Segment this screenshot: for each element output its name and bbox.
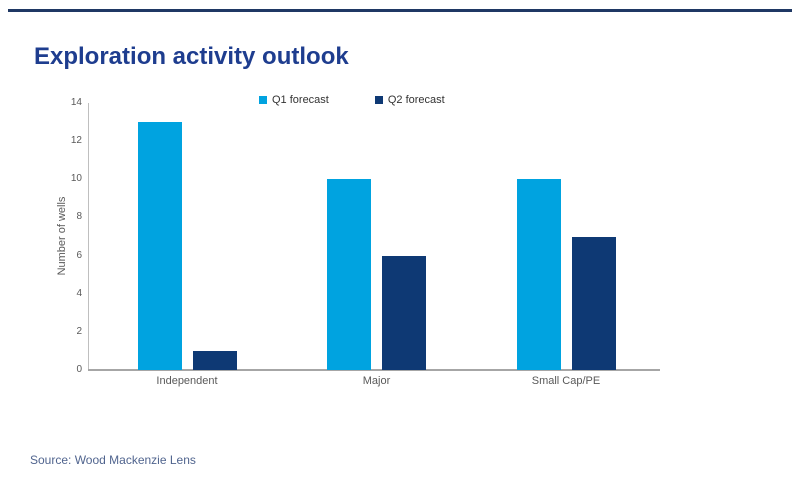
x-category-label: Major bbox=[362, 375, 391, 387]
legend-label: Q1 forecast bbox=[272, 94, 329, 106]
bar-q2-1 bbox=[382, 255, 426, 370]
y-tick-label: 4 bbox=[76, 287, 82, 299]
y-axis-title: Number of wells bbox=[56, 196, 68, 276]
x-axis-line bbox=[88, 369, 660, 371]
y-tick-label: 14 bbox=[70, 97, 82, 108]
y-tick-label: 10 bbox=[70, 173, 82, 185]
y-tick-label: 2 bbox=[76, 325, 82, 337]
bar-q1-2 bbox=[516, 179, 561, 370]
y-tick-label: 12 bbox=[70, 135, 82, 147]
y-tick-label: 0 bbox=[76, 364, 82, 375]
chart-legend: Q1 forecast Q2 forecast bbox=[259, 94, 445, 106]
legend-item: Q1 forecast bbox=[259, 94, 329, 106]
legend-label: Q2 forecast bbox=[387, 94, 445, 106]
bar-q2-0 bbox=[192, 350, 237, 370]
bar-q1-1 bbox=[327, 179, 371, 370]
page-title: Exploration activity outlook bbox=[34, 43, 349, 71]
y-tick-label: 6 bbox=[76, 249, 82, 261]
y-tick-label: 8 bbox=[76, 211, 82, 223]
x-category-label: Independent bbox=[156, 375, 218, 387]
legend-swatch-icon bbox=[259, 96, 267, 104]
legend-item: Q2 forecast bbox=[374, 94, 445, 106]
legend-swatch-icon bbox=[374, 96, 383, 104]
y-axis-line bbox=[88, 103, 89, 370]
x-category-label: Small Cap/PE bbox=[531, 375, 601, 387]
bar-q2-2 bbox=[571, 236, 616, 370]
bar-q1-0 bbox=[137, 122, 182, 370]
top-accent-rule bbox=[8, 9, 792, 12]
source-attribution: Source: Wood Mackenzie Lens bbox=[30, 453, 196, 467]
